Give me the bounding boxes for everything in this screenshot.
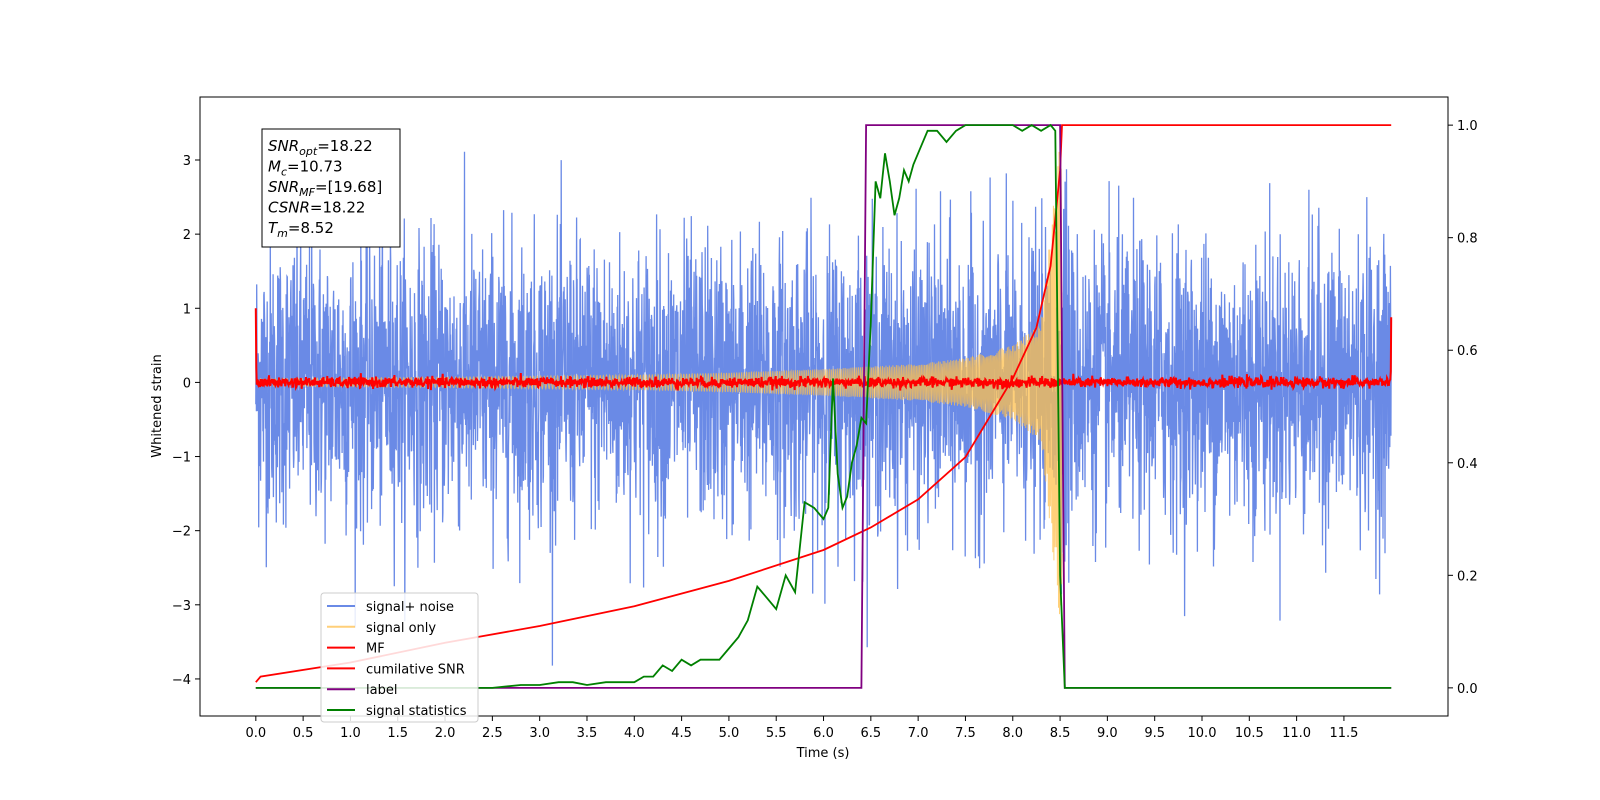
x-tick-label: 11.5: [1329, 726, 1358, 741]
annotation-box-frame: [261, 128, 401, 248]
x-tick-label: 10.0: [1188, 726, 1217, 741]
y-right-tick-label: 0.2: [1457, 569, 1478, 584]
legend-label: MF: [366, 642, 385, 657]
x-tick-label: 8.0: [1002, 726, 1023, 741]
x-tick-label: 6.5: [860, 726, 881, 741]
x-tick-label: 3.5: [577, 726, 598, 741]
y-right-tick-label: 0.8: [1457, 232, 1478, 247]
legend-label: signal only: [366, 621, 436, 636]
x-tick-label: 0.0: [245, 726, 266, 741]
x-tick-label: 8.5: [1050, 726, 1071, 741]
y-left-tick-label: 0: [183, 376, 191, 391]
x-axis: 0.0 0.5 1.0 1.5 2.0 2.5 3.0 3.5 4.0 4.5 5.0 5.5 6.0 6…: [245, 716, 1358, 741]
y-left-tick-label: 2: [183, 228, 191, 243]
y-axis-right: 1.0 0.8 0.6 0.4 0.2 0.0: [1448, 119, 1478, 697]
y-axis-left: 3 2 1 0 −1 −2 −3 −4: [172, 154, 200, 688]
series-signal-statistics: [255, 123, 1392, 689]
y-left-tick-label: 3: [183, 154, 191, 169]
y-right-tick-label: 0.4: [1457, 457, 1478, 472]
x-tick-label: 6.0: [813, 726, 834, 741]
x-tick-label: 2.5: [482, 726, 503, 741]
x-tick-label: 7.5: [955, 726, 976, 741]
x-tick-label: 11.0: [1282, 726, 1311, 741]
series-mf: [254, 308, 1393, 392]
annotation-line: SNRMF=[19.68]: [268, 178, 382, 199]
x-axis-title: Time (s): [796, 746, 850, 761]
x-tick-label: 5.5: [766, 726, 787, 741]
x-tick-label: 2.0: [435, 726, 456, 741]
x-tick-label: 9.5: [1144, 726, 1165, 741]
x-tick-label: 4.0: [624, 726, 645, 741]
x-tick-label: 9.0: [1097, 726, 1118, 741]
x-tick-label: 5.0: [719, 726, 740, 741]
legend: signal+ noise signal only MF cumilative SNR…: [320, 592, 479, 723]
y-right-tick-label: 1.0: [1457, 119, 1478, 134]
y-axis-left-title: Whitened strain: [150, 354, 165, 457]
y-left-tick-label: −1: [172, 451, 191, 466]
y-left-tick-label: −3: [172, 599, 191, 614]
annotation-box: SNRopt=18.22Mc=10.73SNRMF=[19.68]CSNR=18…: [261, 128, 401, 248]
x-tick-label: 1.5: [387, 726, 408, 741]
x-tick-label: 3.0: [529, 726, 550, 741]
legend-label: signal+ noise: [366, 600, 454, 615]
annotation-line: Mc=10.73: [268, 158, 343, 179]
legend-label: signal statistics: [366, 704, 467, 719]
annotation-line: Tm=8.52: [268, 219, 334, 240]
x-tick-label: 7.0: [908, 726, 929, 741]
legend-label: cumilative SNR: [366, 662, 465, 677]
annotation-line: CSNR=18.22: [268, 199, 365, 217]
legend-label: label: [366, 683, 397, 698]
y-left-tick-label: −4: [172, 673, 191, 688]
y-left-tick-label: 1: [183, 302, 191, 317]
y-right-tick-label: 0.0: [1457, 682, 1478, 697]
x-tick-label: 10.5: [1235, 726, 1264, 741]
y-right-tick-label: 0.6: [1457, 344, 1478, 359]
x-tick-label: 1.0: [340, 726, 361, 741]
legend-frame: [320, 592, 479, 723]
annotation-line: SNRopt=18.22: [268, 137, 373, 158]
series-signal-noise: [255, 151, 1392, 666]
y-left-tick-label: −2: [172, 525, 191, 540]
x-tick-label: 0.5: [293, 726, 314, 741]
x-tick-label: 4.5: [671, 726, 692, 741]
